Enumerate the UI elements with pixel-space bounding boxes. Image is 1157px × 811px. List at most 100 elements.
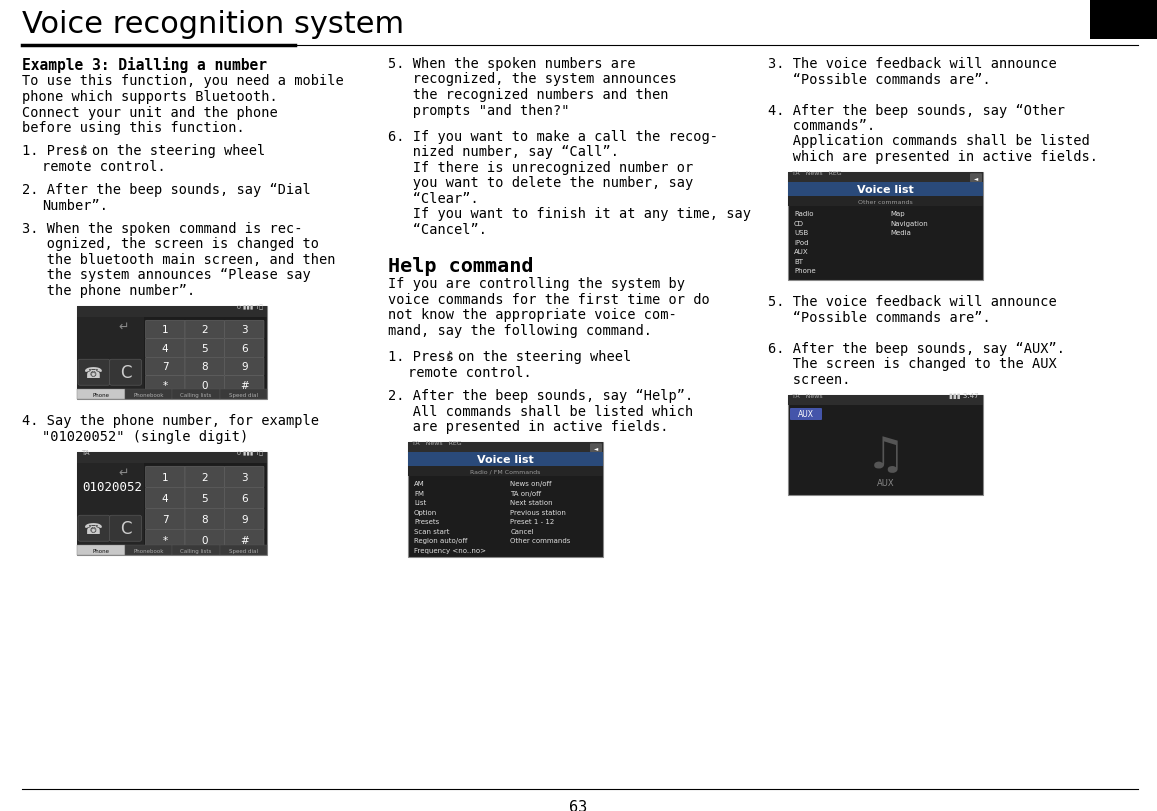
Text: 4: 4 <box>162 493 169 503</box>
FancyBboxPatch shape <box>970 174 982 183</box>
Text: 6: 6 <box>241 344 248 354</box>
Text: 6. If you want to make a call the recog-: 6. If you want to make a call the recog- <box>388 130 718 144</box>
Bar <box>78 546 125 556</box>
FancyBboxPatch shape <box>185 321 224 339</box>
Text: 1. Press: 1. Press <box>388 350 454 364</box>
Bar <box>172 546 220 556</box>
Bar <box>408 466 603 477</box>
Text: 2. After the beep sounds, say “Dial: 2. After the beep sounds, say “Dial <box>22 182 311 197</box>
Text: Media: Media <box>891 230 912 236</box>
Text: “Clear”.: “Clear”. <box>388 191 479 206</box>
Text: ♪: ♪ <box>445 351 452 361</box>
Text: BT: BT <box>794 259 803 264</box>
Text: mand, say the following command.: mand, say the following command. <box>388 324 653 337</box>
Text: 0: 0 <box>201 535 208 545</box>
Text: #: # <box>239 380 249 391</box>
Text: Example 3: Dialling a number: Example 3: Dialling a number <box>22 57 267 73</box>
FancyBboxPatch shape <box>185 339 224 358</box>
Text: recognized, the system announces: recognized, the system announces <box>388 72 677 87</box>
Text: Radio: Radio <box>794 211 813 217</box>
Text: before using this function.: before using this function. <box>22 121 245 135</box>
Text: 01020052: 01020052 <box>82 481 142 494</box>
Text: Next station: Next station <box>510 500 553 506</box>
Text: commands”.: commands”. <box>768 119 875 133</box>
Text: the phone number”.: the phone number”. <box>22 283 196 298</box>
Bar <box>788 396 983 406</box>
FancyBboxPatch shape <box>146 321 185 339</box>
Text: ☎: ☎ <box>84 521 103 536</box>
Bar <box>78 464 143 556</box>
FancyBboxPatch shape <box>146 530 185 551</box>
Bar <box>788 183 983 197</box>
Text: 63: 63 <box>569 799 587 811</box>
Text: are presented in active fields.: are presented in active fields. <box>388 419 669 434</box>
Text: 5: 5 <box>201 344 208 354</box>
FancyBboxPatch shape <box>185 376 224 395</box>
Text: “Possible commands are”.: “Possible commands are”. <box>768 311 990 324</box>
FancyBboxPatch shape <box>185 508 224 530</box>
Text: Calling lists: Calling lists <box>180 393 212 397</box>
Text: remote control.: remote control. <box>42 160 165 174</box>
Text: the recognized numbers and then: the recognized numbers and then <box>388 88 669 102</box>
FancyBboxPatch shape <box>110 516 141 542</box>
FancyBboxPatch shape <box>224 508 264 530</box>
Text: Navigation: Navigation <box>891 221 928 226</box>
Bar <box>125 546 172 556</box>
FancyBboxPatch shape <box>110 360 141 386</box>
Text: 0 ▮▮▮ T⯅: 0 ▮▮▮ T⯅ <box>237 304 263 310</box>
FancyBboxPatch shape <box>78 516 110 542</box>
Text: AUX: AUX <box>877 479 894 488</box>
Text: 9: 9 <box>241 514 248 524</box>
Text: 3. The voice feedback will announce: 3. The voice feedback will announce <box>768 57 1056 71</box>
FancyBboxPatch shape <box>146 358 185 376</box>
Text: Number”.: Number”. <box>42 198 108 212</box>
Text: ▮▮▮ 3:47: ▮▮▮ 3:47 <box>950 393 979 398</box>
Text: Other commands: Other commands <box>510 538 570 543</box>
FancyBboxPatch shape <box>78 307 267 400</box>
Text: Phonebook: Phonebook <box>133 548 163 553</box>
FancyBboxPatch shape <box>790 409 821 420</box>
Bar <box>78 307 267 318</box>
Text: *: * <box>163 380 168 391</box>
FancyBboxPatch shape <box>224 530 264 551</box>
FancyBboxPatch shape <box>146 376 185 395</box>
Text: “Cancel”.: “Cancel”. <box>388 222 487 237</box>
Bar <box>408 443 603 453</box>
Text: 8: 8 <box>201 514 208 524</box>
FancyBboxPatch shape <box>185 358 224 376</box>
Text: FM: FM <box>414 490 423 496</box>
FancyBboxPatch shape <box>146 487 185 508</box>
Text: Frequency <no..no>: Frequency <no..no> <box>414 547 486 553</box>
Text: C: C <box>120 364 131 382</box>
Bar <box>788 396 983 496</box>
Text: Speed dial: Speed dial <box>229 548 258 553</box>
Text: 4: 4 <box>162 344 169 354</box>
Text: 0 ▮▮▮ T⯅: 0 ▮▮▮ T⯅ <box>237 450 263 456</box>
FancyBboxPatch shape <box>78 360 110 386</box>
Text: Cancel: Cancel <box>510 528 535 534</box>
FancyBboxPatch shape <box>224 339 264 358</box>
FancyBboxPatch shape <box>224 321 264 339</box>
Text: The screen is changed to the AUX: The screen is changed to the AUX <box>768 357 1056 371</box>
Text: nized number, say “Call”.: nized number, say “Call”. <box>388 145 619 159</box>
Text: Speed dial: Speed dial <box>229 393 258 397</box>
Text: *: * <box>163 535 168 545</box>
Bar <box>408 453 603 466</box>
FancyBboxPatch shape <box>78 453 267 556</box>
Text: 2: 2 <box>201 325 208 335</box>
Text: the bluetooth main screen, and then: the bluetooth main screen, and then <box>22 252 336 267</box>
Text: 9: 9 <box>241 362 248 372</box>
Text: If you are controlling the system by: If you are controlling the system by <box>388 277 685 291</box>
Text: screen.: screen. <box>768 372 850 386</box>
Text: 0: 0 <box>201 380 208 391</box>
Text: TA   News   REG: TA News REG <box>793 171 841 176</box>
Bar <box>220 390 267 400</box>
Bar <box>172 390 220 400</box>
Bar <box>78 453 267 464</box>
Text: Option: Option <box>414 509 437 515</box>
Text: If there is unrecognized number or: If there is unrecognized number or <box>388 161 693 174</box>
Text: 1. Press: 1. Press <box>22 144 88 158</box>
Bar <box>788 173 983 183</box>
FancyBboxPatch shape <box>146 339 185 358</box>
FancyBboxPatch shape <box>146 508 185 530</box>
